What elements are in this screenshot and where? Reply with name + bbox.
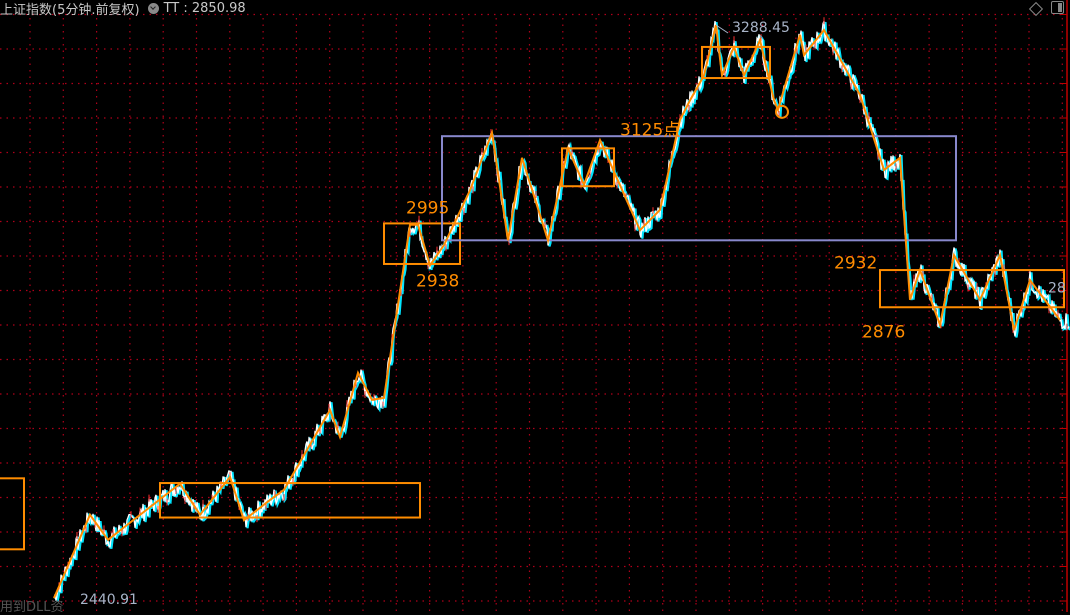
panel-toggle-icon[interactable] (1051, 1, 1064, 14)
annotation-label: 2440.91 (80, 592, 138, 608)
footer-status: 用到DLL资 (0, 596, 64, 615)
chart-title: 上证指数(5分钟.前复权) (0, 0, 140, 18)
consolidation-box (0, 478, 24, 549)
indicator-label: TT (164, 1, 180, 16)
price-line (54, 21, 1069, 601)
annotation-label: 2938 (416, 271, 459, 291)
annotation-label: 2932 (834, 254, 877, 274)
annotation-label: 3288.45 (732, 20, 790, 36)
annotation-label: 3125点 (620, 121, 680, 141)
chart-toolbar (1031, 1, 1064, 14)
annotation-label: 2876 (862, 323, 905, 343)
indicator-separator: : (179, 1, 192, 16)
annotation-label: 2995 (406, 198, 449, 218)
annotation-label: 28 (1048, 280, 1066, 296)
chart-header: 上证指数(5分钟.前复权) TT : 2850.98 (0, 0, 246, 16)
diamond-icon[interactable] (1029, 2, 1043, 16)
indicator-value: 2850.98 (192, 1, 246, 16)
dropdown-chevron-icon[interactable] (148, 3, 159, 14)
